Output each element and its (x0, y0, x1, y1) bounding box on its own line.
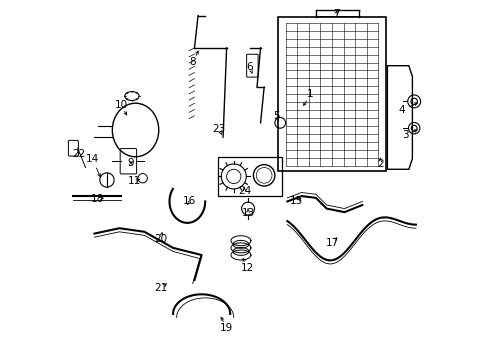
Text: 18: 18 (90, 194, 103, 203)
Text: 10: 10 (115, 100, 127, 110)
Text: 5: 5 (273, 111, 280, 121)
Text: 4: 4 (398, 105, 404, 115)
Text: 6: 6 (246, 63, 253, 72)
Text: 1: 1 (306, 89, 313, 99)
Text: 14: 14 (86, 154, 99, 164)
Text: 20: 20 (154, 234, 167, 244)
Text: 2: 2 (376, 159, 383, 169)
Text: 8: 8 (189, 57, 196, 67)
Text: 11: 11 (127, 176, 141, 186)
Text: 3: 3 (402, 130, 408, 140)
Text: 15: 15 (289, 197, 302, 206)
Text: 23: 23 (212, 124, 225, 134)
Text: 16: 16 (183, 197, 196, 206)
Text: 19: 19 (220, 323, 233, 333)
Text: 13: 13 (241, 208, 254, 218)
Text: 7: 7 (332, 9, 339, 19)
Text: 21: 21 (154, 283, 167, 293)
Text: 24: 24 (237, 186, 251, 197)
Text: 9: 9 (127, 158, 134, 168)
Text: 17: 17 (325, 238, 338, 248)
Text: 22: 22 (72, 149, 85, 159)
Text: 12: 12 (240, 262, 253, 273)
